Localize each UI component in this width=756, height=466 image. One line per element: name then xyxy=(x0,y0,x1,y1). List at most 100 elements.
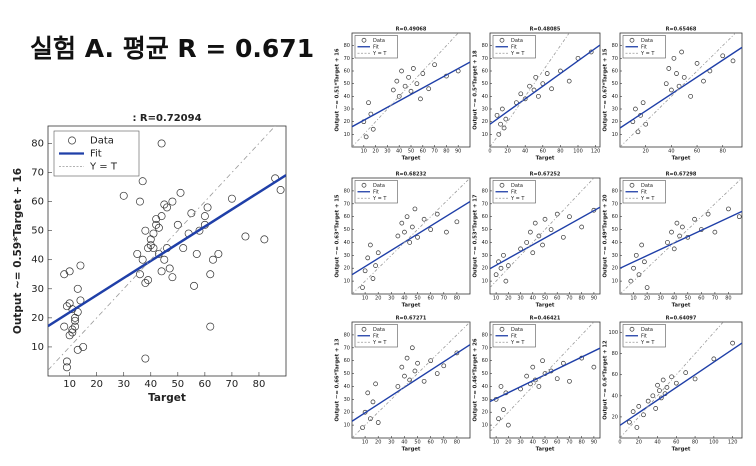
data-point xyxy=(165,264,174,273)
data-point xyxy=(190,281,198,290)
plot: : R=0.72094 Target Output ~= 0.59*Target +… xyxy=(12,113,287,404)
data-point xyxy=(160,200,169,209)
x-tick-label: 40 xyxy=(401,296,407,302)
data-point xyxy=(192,249,201,258)
data-point xyxy=(705,211,711,217)
data-point xyxy=(669,87,674,93)
x-tick-label: 60 xyxy=(554,440,560,446)
data-point xyxy=(636,272,642,278)
x-tick-label: 10 xyxy=(362,296,368,302)
x-tick-label: 40 xyxy=(401,440,407,446)
data-point xyxy=(432,62,437,68)
data-point xyxy=(660,377,666,383)
data-point xyxy=(360,425,365,431)
y-tick-label: 20 xyxy=(482,410,488,416)
y-tick-label: 20 xyxy=(344,119,350,125)
data-point xyxy=(524,240,530,245)
data-point xyxy=(454,350,460,356)
data-point xyxy=(683,370,689,375)
legend-label: Fit xyxy=(90,149,102,160)
x-axis-label: Target xyxy=(148,392,186,404)
y-tick-label: 70 xyxy=(344,201,350,207)
data-point xyxy=(138,255,147,264)
data-point xyxy=(206,270,215,279)
data-point xyxy=(630,409,636,414)
y-axis-label: Output ~= 0.67*Target + 15 xyxy=(603,48,609,131)
data-point xyxy=(365,390,371,396)
data-point xyxy=(200,212,209,221)
data-point xyxy=(421,216,427,222)
x-tick-label: 60 xyxy=(554,296,560,302)
x-tick-label: 30 xyxy=(388,440,394,446)
legend-label: Fit xyxy=(511,189,517,195)
data-point xyxy=(187,209,196,218)
data-point xyxy=(679,49,684,55)
x-tick-label: 50 xyxy=(414,440,420,446)
y-axis-label: Output ~= 0.51*Target + 16 xyxy=(335,48,341,131)
x-tick-label: 50 xyxy=(414,296,420,302)
data-point xyxy=(365,255,371,261)
data-point xyxy=(536,384,542,389)
x-tick-label: 50 xyxy=(171,379,184,390)
x-tick-label: 80 xyxy=(725,296,731,302)
data-point xyxy=(399,68,404,74)
data-point xyxy=(415,234,420,240)
legend-label: Data xyxy=(90,136,114,147)
data-point xyxy=(62,357,71,366)
identity-line xyxy=(352,33,459,147)
x-tick-label: 20 xyxy=(504,149,510,155)
y-tick-label: 60 xyxy=(612,372,618,378)
data-point xyxy=(214,249,223,258)
data-point xyxy=(730,58,736,64)
y-axis-label: Output ~= 0.59*Target + 16 xyxy=(12,168,24,334)
data-point xyxy=(373,381,378,387)
data-point xyxy=(554,376,560,382)
legend-label: Y = T xyxy=(89,162,118,173)
data-point xyxy=(496,416,501,422)
y-tick-label: 80 xyxy=(612,188,618,194)
data-point xyxy=(530,364,536,370)
y-tick-label: 40 xyxy=(482,384,488,390)
y-tick-label: 10 xyxy=(344,423,350,429)
data-point xyxy=(567,378,572,384)
data-point xyxy=(671,246,677,252)
series-layer xyxy=(620,33,742,147)
x-tick-label: 20 xyxy=(505,440,511,446)
data-point xyxy=(276,186,285,194)
plot: R=0.48085 Target Output ~= 0.5*Target + 18… xyxy=(473,27,601,162)
x-tick-label: 100 xyxy=(573,149,583,155)
y-tick-label: 70 xyxy=(31,168,44,179)
data-point xyxy=(402,373,407,379)
y-tick-label: 40 xyxy=(612,393,618,399)
data-point xyxy=(408,88,414,94)
fit-line xyxy=(620,342,742,426)
data-point xyxy=(501,252,506,258)
y-tick-label: 60 xyxy=(344,69,350,75)
legend-label: Data xyxy=(641,38,653,44)
identity-line xyxy=(352,322,470,438)
y-tick-label: 50 xyxy=(482,227,488,233)
y-axis-label: Output ~= 0.6*Target + 12 xyxy=(603,340,609,420)
legend-label: Data xyxy=(511,327,523,333)
y-tick-label: 20 xyxy=(482,119,488,125)
legend-marker xyxy=(499,326,505,332)
y-tick-label: 20 xyxy=(344,266,350,272)
x-tick-label: 10 xyxy=(493,296,499,302)
legend-label: Y = T xyxy=(640,340,655,346)
data-point xyxy=(548,227,554,232)
y-tick-label: 80 xyxy=(482,332,488,338)
data-point xyxy=(71,316,79,325)
data-point xyxy=(138,177,147,186)
x-tick-label: 10 xyxy=(630,296,636,302)
x-tick-label: 80 xyxy=(253,379,266,390)
legend-label: Fit xyxy=(373,189,379,195)
y-axis-label: Output ~= 0.5*Target + 18 xyxy=(473,50,479,130)
data-point xyxy=(677,233,682,239)
series-layer xyxy=(352,33,470,147)
legend-marker xyxy=(629,326,635,332)
x-tick-label: 20 xyxy=(636,440,642,446)
x-axis-label: Target xyxy=(672,303,691,309)
y-tick-label: 10 xyxy=(482,423,488,429)
data-point xyxy=(644,285,650,290)
x-tick-label: 80 xyxy=(454,440,460,446)
